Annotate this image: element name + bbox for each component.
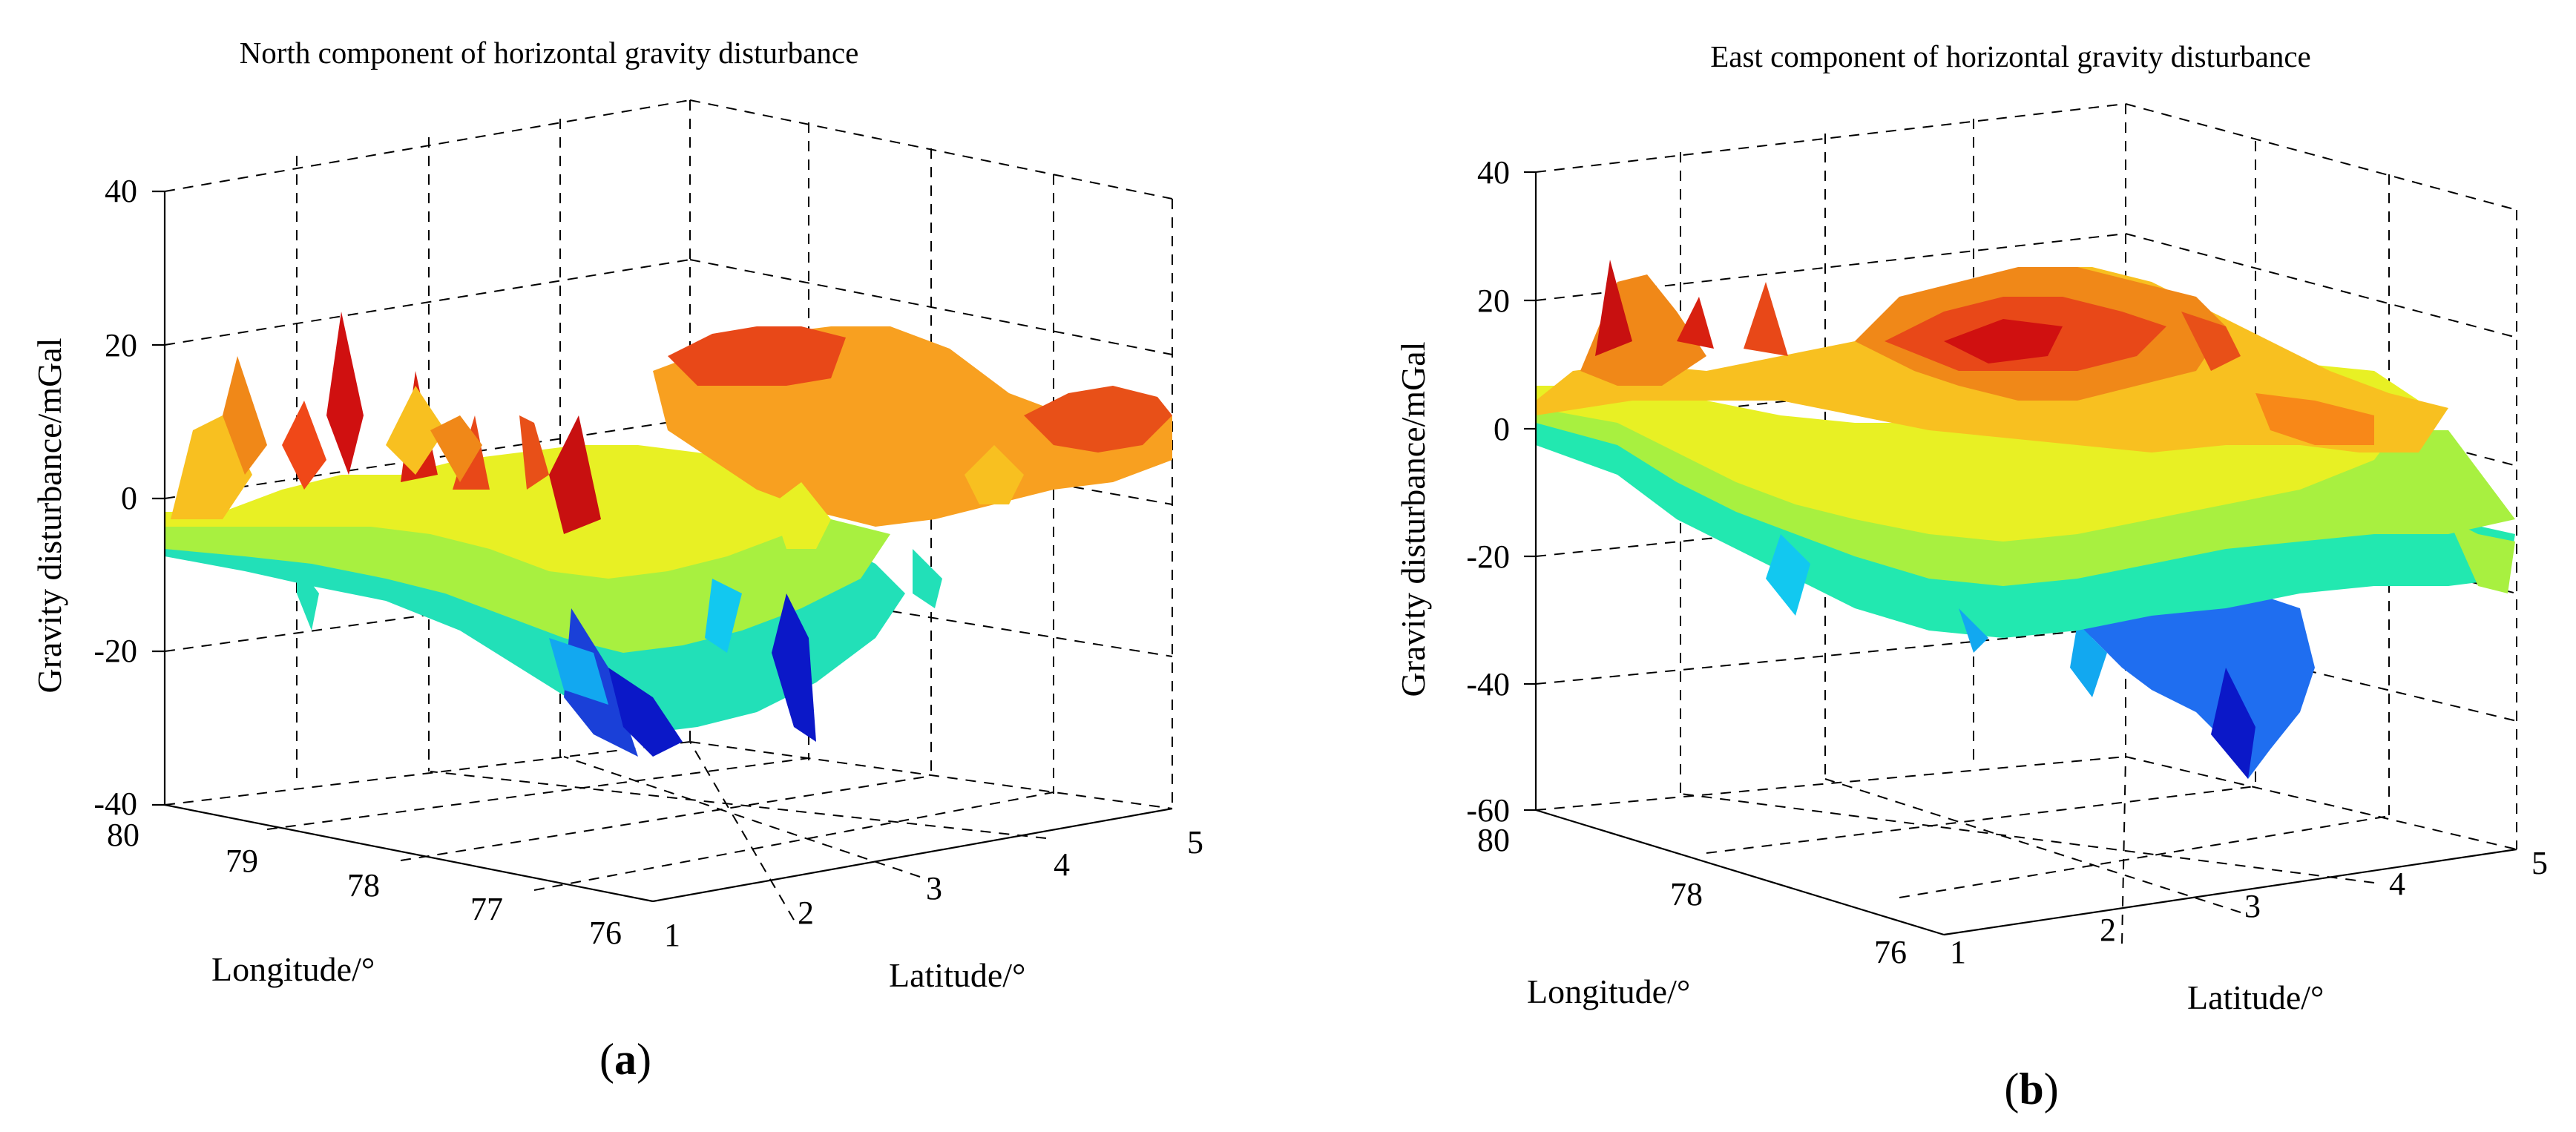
panel-label-a: (a) (599, 1035, 651, 1084)
axes-a (152, 190, 1173, 903)
y-tick-a-4: 5 (1187, 824, 1203, 860)
y-tick-b-1: 2 (2100, 912, 2116, 948)
z-tick-b-4: -40 (1466, 666, 1510, 702)
panel-letter-b: b (2019, 1064, 2043, 1113)
y-tick-a-3: 4 (1054, 846, 1070, 883)
x-tick-a-3: 77 (470, 891, 503, 927)
z-tick-a-0: 40 (105, 173, 137, 209)
z-tick-b-2: 0 (1494, 411, 1510, 447)
z-tick-b-1: 20 (1477, 283, 1510, 319)
z-tick-b-0: 40 (1477, 154, 1510, 191)
y-tick-b-2: 3 (2244, 888, 2261, 924)
x-tick-a-1: 79 (226, 843, 258, 879)
z-tick-a-3: -20 (93, 633, 137, 669)
surface-b (1536, 260, 2515, 779)
panel-label-b: (b) (2004, 1064, 2058, 1113)
y-tick-b-4: 5 (2531, 845, 2548, 881)
panel-letter-a: a (614, 1035, 637, 1084)
x-tick-b-1: 78 (1670, 876, 1703, 912)
x-tick-b-2: 76 (1874, 934, 1907, 970)
x-tick-a-2: 78 (347, 867, 380, 904)
axes-b (1524, 171, 2517, 936)
x-tick-a-4: 76 (589, 915, 622, 951)
x-tick-b-0: 80 (1477, 822, 1510, 858)
y-tick-a-0: 1 (664, 917, 680, 953)
surface-a (165, 312, 1172, 757)
y-axis-label-a: Latitude/° (889, 956, 1025, 994)
z-axis-label-b: Gravity disturbance/mGal (1394, 341, 1432, 697)
chart-title-a: North component of horizontal gravity di… (240, 36, 859, 70)
y-tick-b-0: 1 (1950, 934, 1966, 970)
panel-b: East component of horizontal gravity dis… (1394, 39, 2548, 1113)
x-axis-label-b: Longitude/° (1527, 973, 1690, 1010)
y-axis-label-b: Latitude/° (2187, 978, 2324, 1016)
z-tick-a-2: 0 (121, 480, 137, 516)
x-axis-label-a: Longitude/° (211, 950, 375, 988)
y-tick-a-2: 3 (926, 870, 942, 906)
z-axis-label-a: Gravity disturbance/mGal (30, 338, 68, 693)
z-tick-b-5: -60 (1466, 792, 1510, 829)
x-tick-a-0: 80 (107, 817, 139, 853)
z-tick-b-3: -20 (1466, 539, 1510, 575)
chart-title-b: East component of horizontal gravity dis… (1710, 39, 2311, 73)
panel-a: North component of horizontal gravity di… (30, 36, 1203, 1084)
z-tick-a-4: -40 (93, 786, 137, 822)
z-tick-a-1: 20 (105, 327, 137, 363)
y-tick-b-3: 4 (2389, 866, 2405, 902)
y-tick-a-1: 2 (798, 895, 814, 931)
